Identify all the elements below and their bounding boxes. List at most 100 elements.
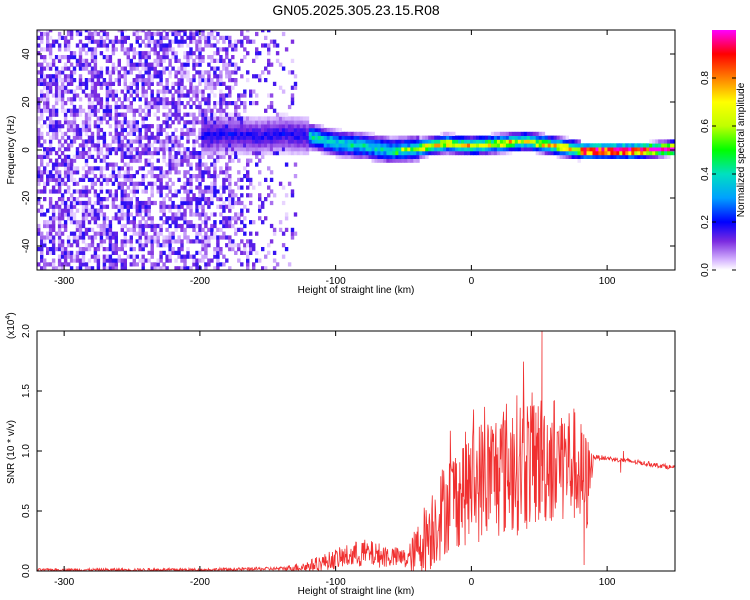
- spectrogram-cell: [102, 262, 107, 267]
- spectrogram-cell: [228, 185, 232, 190]
- spectrogram-cell: [114, 147, 118, 152]
- snr-x-tick-label: -200: [190, 577, 210, 588]
- spectrogram-cell: [249, 139, 253, 144]
- spectrogram-cell: [332, 127, 337, 133]
- spectrogram-cell: [225, 116, 229, 121]
- spectrogram-cell: [261, 127, 265, 133]
- spectrogram-cell: [192, 131, 196, 136]
- spectrogram-cell: [449, 131, 453, 136]
- spectrogram-cell: [344, 147, 348, 152]
- spectrogram-cell: [51, 74, 56, 79]
- spectrogram-cell: [249, 177, 253, 182]
- spectrogram-cell: [60, 208, 65, 213]
- spectrogram-cell: [46, 104, 50, 110]
- spectrogram-cell: [213, 112, 217, 117]
- spectrogram-cell: [207, 131, 211, 136]
- spectrogram-cell: [487, 135, 492, 140]
- spectrogram-cell: [255, 120, 259, 125]
- spectrogram-cell: [535, 131, 540, 136]
- spectrogram-cell: [69, 254, 74, 259]
- spectrogram-cell: [290, 135, 295, 140]
- spectrogram-cell: [243, 89, 247, 94]
- spectrogram-cell: [168, 177, 172, 182]
- spectrogram-cell: [350, 143, 354, 148]
- spectrogram-cell: [87, 62, 92, 67]
- spectrogram-cell: [156, 151, 160, 156]
- spectrogram-cell: [580, 143, 584, 148]
- spectrogram-cell: [84, 185, 89, 190]
- spectrogram-cell: [601, 151, 605, 156]
- spectrogram-cell: [219, 220, 223, 225]
- spectrogram-cell: [592, 154, 596, 159]
- spectrogram-cell: [63, 78, 68, 83]
- spectrogram-cell: [356, 151, 360, 156]
- spectrogram-cell: [60, 97, 65, 102]
- spectrogram-cell: [485, 135, 489, 140]
- spectrogram-cell: [37, 197, 41, 202]
- spectrogram-cell: [123, 154, 127, 159]
- spectrogram-cell: [189, 185, 193, 190]
- spectrogram-cell: [108, 262, 113, 267]
- spectrogram-cell: [201, 254, 205, 259]
- spectrogram-cell: [156, 43, 160, 48]
- spectrogram-cell: [347, 131, 351, 136]
- spectrogram-cell: [168, 116, 172, 121]
- spectrogram-cell: [213, 143, 217, 148]
- spectrogram-cell: [54, 158, 59, 163]
- spectrogram-cell: [108, 39, 113, 44]
- spectrogram-cell: [210, 78, 214, 83]
- snr-x-tick-label: -100: [326, 577, 346, 588]
- spectrogram-cell: [284, 151, 289, 156]
- spectrogram-cell: [63, 66, 68, 71]
- spectrogram-cell: [171, 39, 175, 44]
- spectrogram-cell: [126, 120, 130, 125]
- spectrogram-cell: [150, 35, 154, 40]
- spectrogram-cell: [90, 74, 95, 79]
- spectrogram-cell: [359, 154, 363, 159]
- spectrogram-cell: [57, 189, 62, 194]
- spectrogram-cell: [183, 70, 187, 75]
- spectrogram-cell: [350, 135, 354, 140]
- spectrogram-cell: [192, 262, 196, 267]
- spectrogram-cell: [234, 43, 238, 48]
- spectrogram-cell: [141, 81, 145, 86]
- spectrogram-cell: [96, 243, 101, 248]
- spectrogram-cell: [48, 124, 53, 129]
- spectrogram-cell: [48, 174, 53, 179]
- spectrogram-cell: [213, 235, 217, 240]
- spectrogram-cell: [278, 112, 283, 117]
- spectrogram-cell: [219, 74, 223, 79]
- spectrogram-cell: [296, 143, 301, 148]
- spectrogram-cell: [81, 43, 86, 48]
- spectrogram-cell: [222, 181, 226, 186]
- spectrogram-cell: [649, 151, 653, 156]
- spectrogram-cell: [225, 204, 229, 209]
- spectrogram-cell: [281, 31, 286, 37]
- spectrogram-cell: [299, 127, 304, 133]
- spectrogram-cell: [275, 116, 280, 121]
- spectrogram-cell: [51, 266, 56, 270]
- spectrogram-cell: [293, 74, 298, 79]
- spectrogram-cell: [499, 139, 504, 144]
- spectrogram-cell: [574, 151, 578, 156]
- spectrogram-cell: [365, 143, 369, 148]
- spectrogram-cell: [105, 166, 110, 171]
- spectrogram-cell: [96, 193, 101, 198]
- spectrogram-cell: [108, 55, 113, 60]
- spectrogram-cell: [129, 66, 133, 71]
- spectrogram-cell: [66, 162, 71, 167]
- spectrogram-cell: [78, 62, 83, 67]
- spectrogram-cell: [213, 93, 217, 98]
- spectrogram-cell: [664, 151, 668, 156]
- spectrogram-cell: [150, 223, 154, 229]
- spectrogram-cell: [48, 177, 53, 182]
- spectrogram-cell: [66, 254, 71, 259]
- spectrogram-cell: [646, 147, 650, 152]
- spectrogram-cell: [96, 131, 101, 136]
- spectrogram-cell: [48, 47, 53, 52]
- spectrogram-x-tick-label: -100: [326, 276, 346, 287]
- spectrogram-cell: [228, 204, 232, 209]
- spectrogram-cell: [123, 97, 127, 102]
- spectrogram-cell: [192, 223, 196, 229]
- spectrogram-cell: [75, 208, 80, 213]
